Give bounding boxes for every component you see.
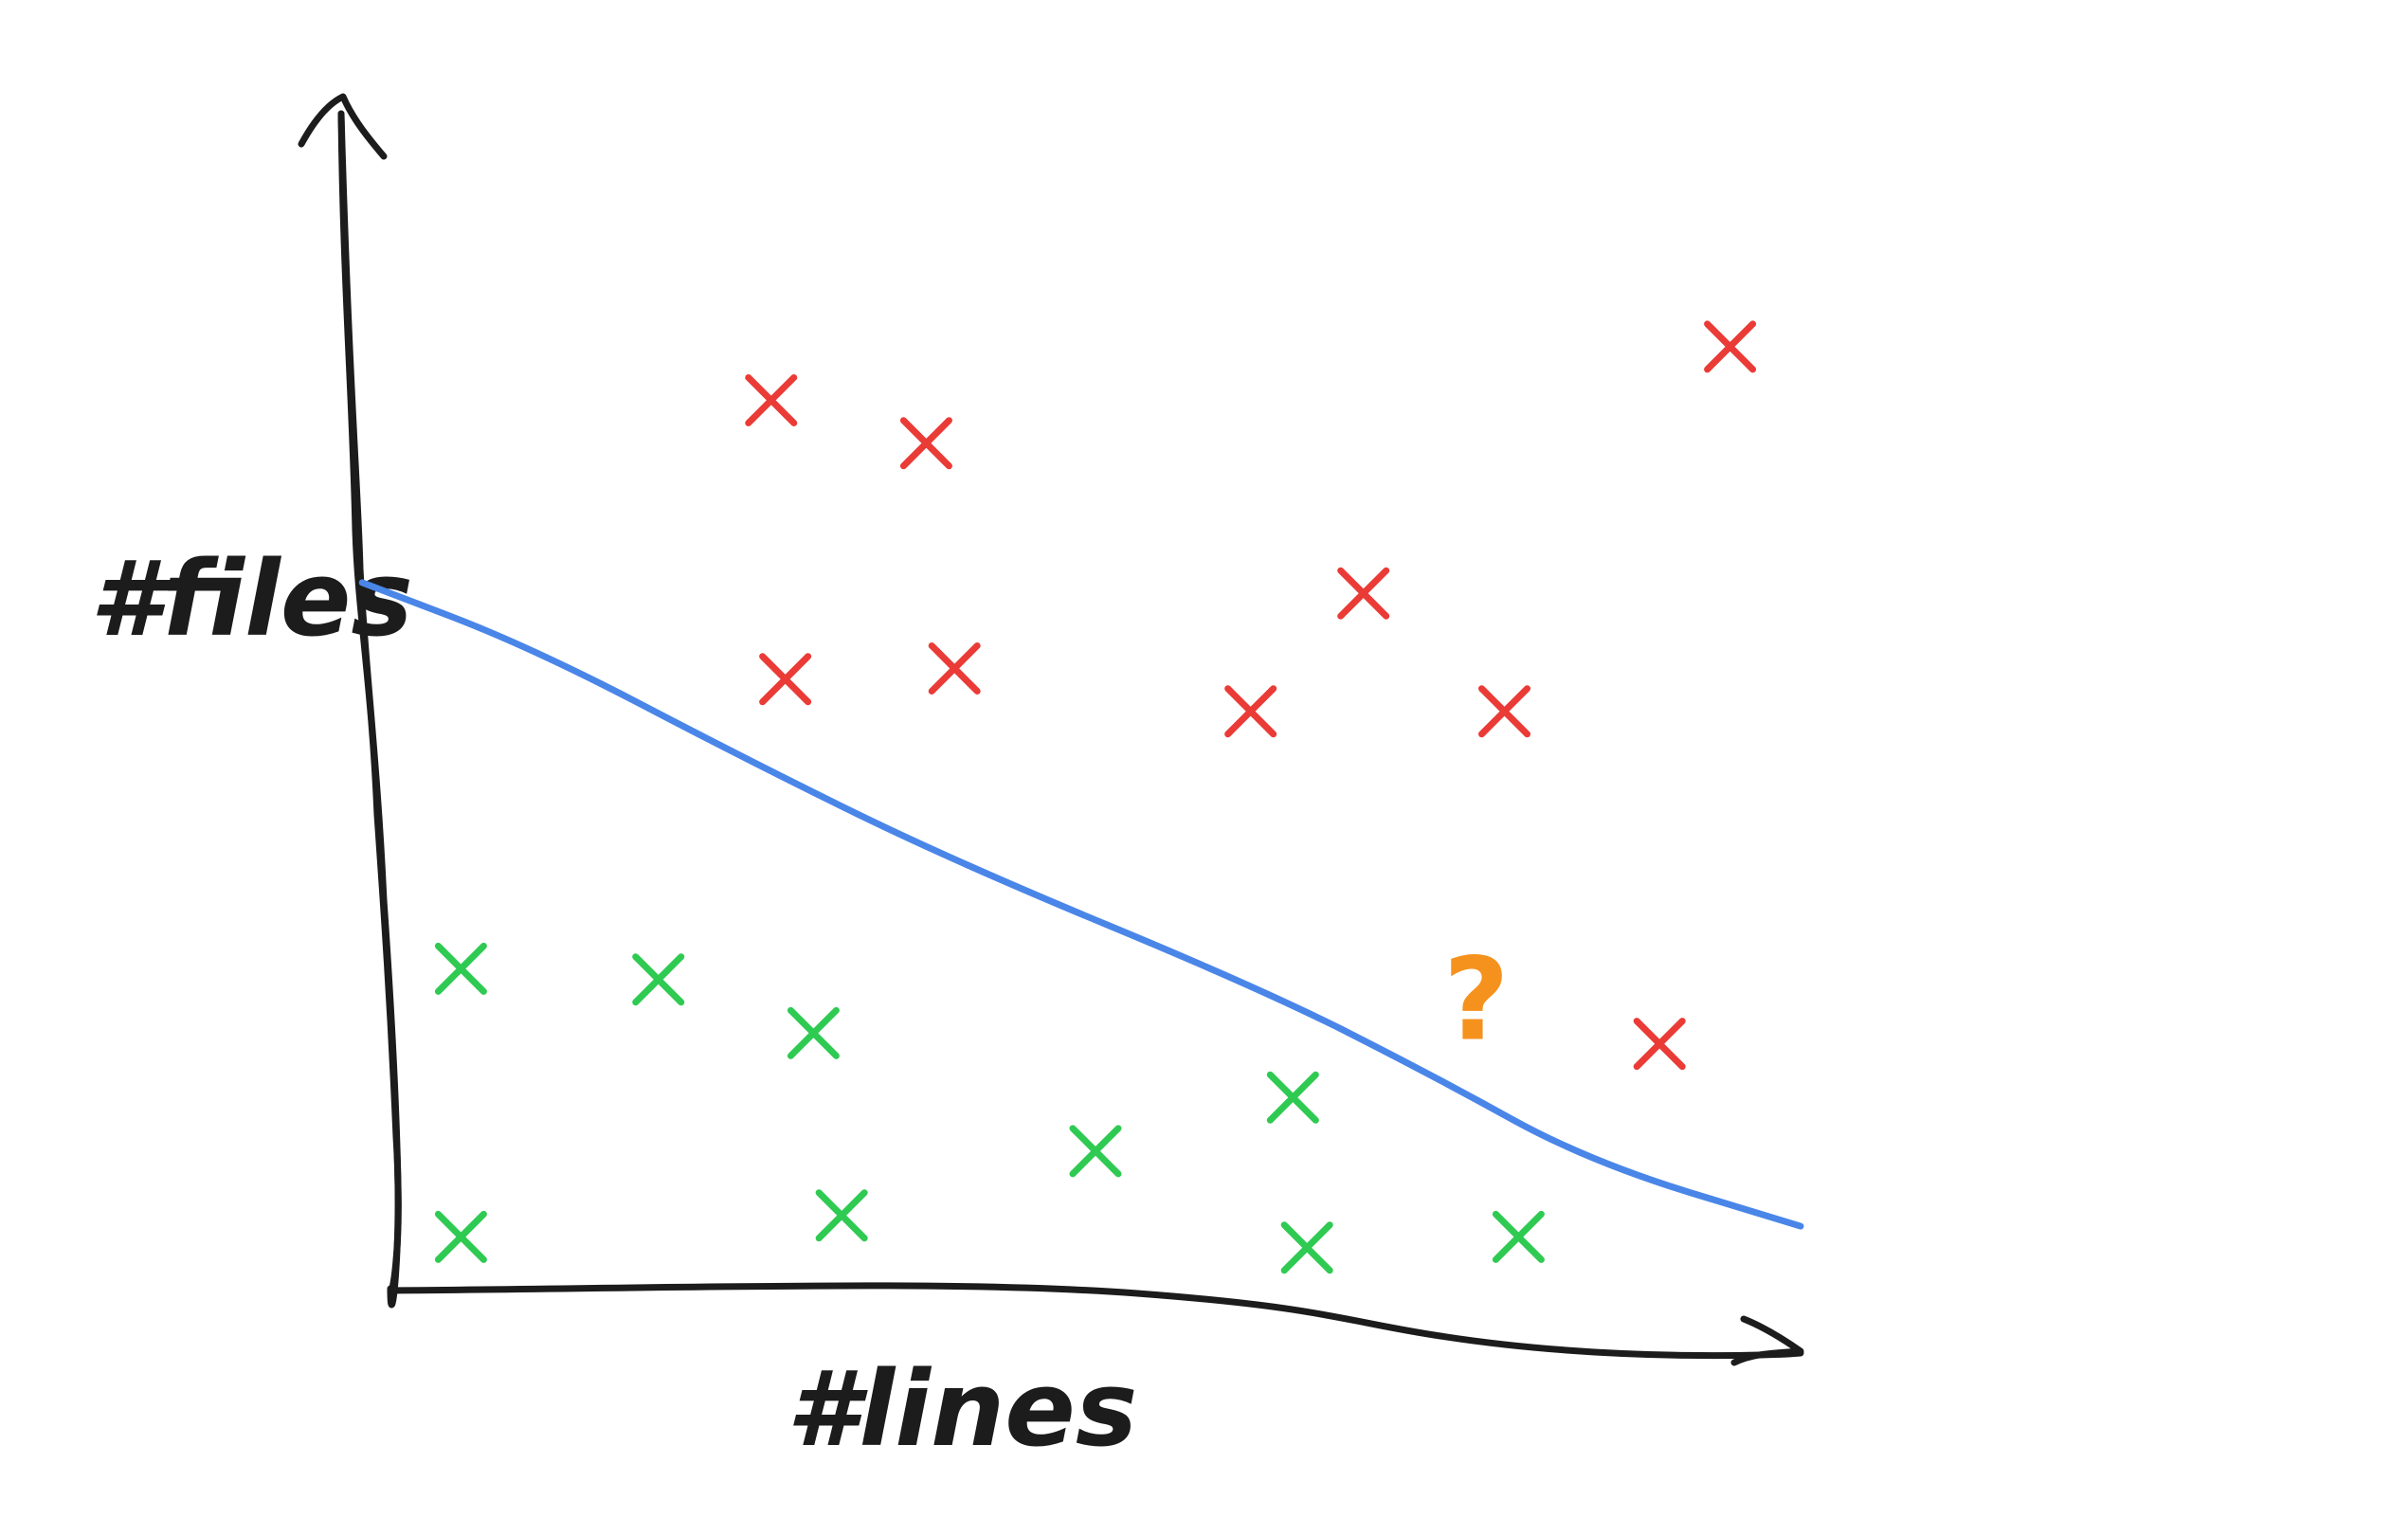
x-axis-arrowhead — [1730, 1315, 1804, 1366]
data-point-0-7 — [1478, 685, 1531, 738]
data-point-0-8 — [1633, 1018, 1686, 1071]
data-point-1-3 — [1266, 1071, 1319, 1124]
data-point-1-4 — [1069, 1125, 1122, 1178]
data-point-1-5 — [434, 1210, 487, 1263]
y-axis-stem — [337, 110, 402, 1295]
data-point-0-6 — [1224, 685, 1277, 738]
data-point-1-8 — [1492, 1210, 1545, 1263]
unknown-point-label: ? — [1443, 934, 1510, 1066]
data-point-0-3 — [1337, 567, 1390, 620]
data-point-0-4 — [759, 653, 812, 706]
data-point-1-0 — [434, 942, 487, 995]
data-point-1-1 — [632, 953, 685, 1006]
decision-boundary-line — [358, 579, 1804, 1230]
data-point-0-1 — [899, 417, 952, 470]
x-axis-label: #lines — [787, 1348, 1137, 1470]
data-point-0-0 — [745, 373, 798, 426]
data-point-0-2 — [1704, 320, 1757, 373]
scatter-marks: ? — [434, 320, 1757, 1274]
data-point-1-2 — [787, 1006, 840, 1059]
y-axis-label: #files — [90, 538, 413, 659]
data-point-1-7 — [1280, 1221, 1333, 1274]
data-point-1-6 — [815, 1189, 868, 1242]
x-axis-line — [387, 1282, 1804, 1360]
data-point-0-5 — [928, 641, 981, 695]
y-axis-arrowhead — [298, 93, 388, 160]
